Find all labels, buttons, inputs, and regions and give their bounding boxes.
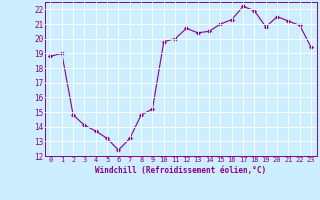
X-axis label: Windchill (Refroidissement éolien,°C): Windchill (Refroidissement éolien,°C) <box>95 166 266 175</box>
